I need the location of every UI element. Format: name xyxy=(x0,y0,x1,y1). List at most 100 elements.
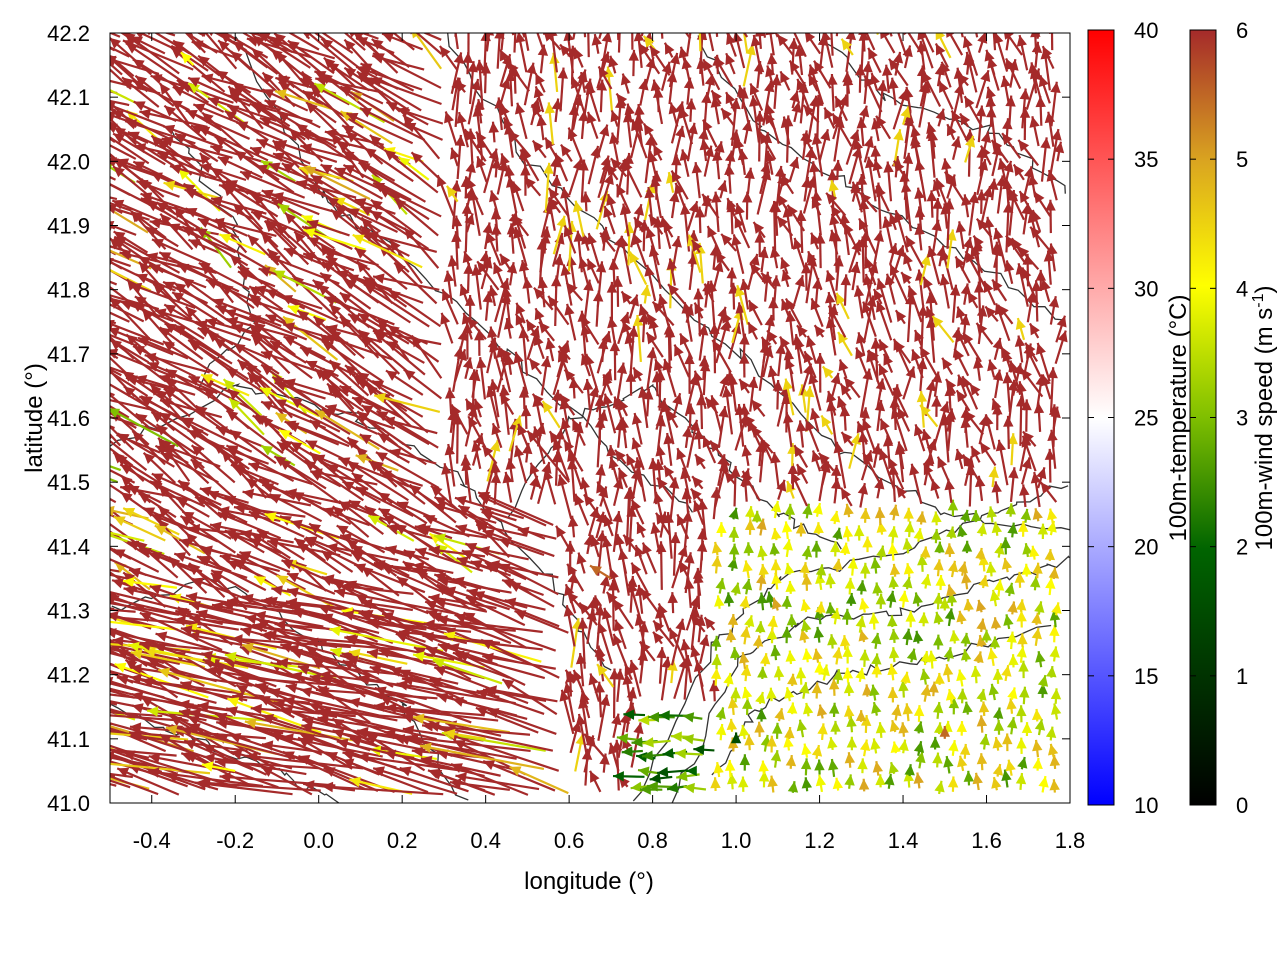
wind-vector-head xyxy=(112,199,125,210)
wind-vector xyxy=(110,62,123,76)
wind-vector xyxy=(136,33,177,51)
wind-vector-head xyxy=(423,515,436,525)
wind-vector-shaft xyxy=(211,298,282,328)
wind-vector-shaft xyxy=(110,408,179,448)
wind-vector xyxy=(464,213,475,233)
wind-vector xyxy=(123,585,234,613)
wind-vector-head xyxy=(412,561,425,573)
wind-vector xyxy=(385,369,424,396)
wind-vector-head xyxy=(201,650,214,661)
wind-vector-head xyxy=(158,667,171,678)
wind-vector xyxy=(323,248,379,267)
wind-vector-head xyxy=(462,251,473,264)
wind-vector xyxy=(110,483,133,501)
wind-vector xyxy=(110,779,131,789)
wind-vector-shaft xyxy=(110,370,149,397)
wind-vector-head xyxy=(275,75,288,86)
wind-vector-head xyxy=(459,284,470,297)
wind-vector-shaft xyxy=(314,409,380,451)
wind-vector-head xyxy=(134,296,147,307)
wind-vector xyxy=(195,609,268,633)
wind-vector-head xyxy=(262,89,275,99)
wind-vector-head xyxy=(237,359,250,371)
wind-vector-head xyxy=(261,364,274,376)
wind-vector-head xyxy=(434,496,447,507)
wind-vector xyxy=(274,140,338,163)
wind-vector-head xyxy=(207,490,220,501)
wind-vector-head xyxy=(261,400,274,411)
wind-vector-head xyxy=(275,412,288,424)
wind-vector-head xyxy=(199,778,211,789)
wind-vector-shaft xyxy=(227,104,297,141)
wind-vector xyxy=(155,423,205,469)
wind-vector-shaft xyxy=(130,651,206,669)
wind-vector xyxy=(451,231,462,270)
wind-vector-head xyxy=(450,180,462,192)
wind-vector-head xyxy=(463,263,474,275)
wind-vector xyxy=(217,155,263,179)
wind-vector xyxy=(347,313,399,344)
wind-vector-head xyxy=(261,740,274,751)
wind-vector-head xyxy=(371,39,384,50)
wind-vector-head xyxy=(206,279,219,289)
wind-vector xyxy=(464,398,482,428)
wind-vector-head xyxy=(189,614,201,625)
wind-vector-head xyxy=(300,143,313,154)
wind-vector-head xyxy=(474,59,486,71)
wind-vector-head xyxy=(230,464,243,474)
wind-vector xyxy=(326,542,399,562)
wind-vector-head xyxy=(356,37,369,47)
wind-vector-head xyxy=(368,515,381,526)
wind-vector-head xyxy=(187,430,200,440)
wind-vector-head xyxy=(258,266,271,277)
wind-vector-shaft xyxy=(110,689,135,699)
wind-vector-shaft xyxy=(370,77,442,106)
wind-vector xyxy=(110,280,118,286)
wind-vector-shaft xyxy=(185,594,298,616)
wind-vector-shaft xyxy=(244,720,356,742)
wind-vector-head xyxy=(371,461,384,472)
wind-vector xyxy=(321,33,354,54)
wind-vector xyxy=(444,443,456,487)
wind-vector-head xyxy=(215,305,228,315)
wind-vector-head xyxy=(163,281,176,292)
wind-vector-head xyxy=(346,539,359,551)
wind-vector-head xyxy=(123,572,135,584)
wind-vector-head xyxy=(115,455,128,466)
wind-vector xyxy=(302,734,410,775)
wind-vector xyxy=(403,368,443,400)
wind-vector-head xyxy=(128,641,140,653)
wind-vector-shaft xyxy=(372,767,458,795)
wind-vector-head xyxy=(153,283,165,295)
wind-vector xyxy=(207,96,277,122)
wind-vector-shaft xyxy=(125,42,191,88)
wind-vector-head xyxy=(482,291,493,303)
wind-vector-head xyxy=(144,352,157,363)
wind-vector-head xyxy=(249,538,262,549)
wind-vector-shaft xyxy=(185,109,251,140)
wind-vector xyxy=(110,101,165,128)
wind-vector-head xyxy=(451,231,462,243)
wind-vector-head xyxy=(149,481,162,491)
wind-vector xyxy=(203,744,268,776)
wind-vector xyxy=(385,340,425,364)
wind-vector-shaft xyxy=(116,648,180,681)
wind-vector-head xyxy=(184,189,197,199)
wind-vector-head xyxy=(283,322,296,333)
wind-vector-head xyxy=(301,722,313,733)
wind-vector-shaft xyxy=(110,620,179,631)
wind-vector-shaft xyxy=(217,511,282,540)
wind-vector-head xyxy=(233,41,245,52)
wind-vector xyxy=(110,662,151,679)
wind-vector-head xyxy=(415,569,428,580)
wind-vector-head xyxy=(203,745,216,755)
wind-vector xyxy=(339,501,395,524)
wind-vector-head xyxy=(349,33,356,38)
wind-vector xyxy=(357,329,413,376)
wind-vector-shaft xyxy=(359,33,379,40)
wind-vector-head xyxy=(173,40,185,52)
wind-vector-head xyxy=(394,262,406,274)
wind-vector-head xyxy=(388,290,401,301)
wind-vector xyxy=(110,285,131,304)
wind-vector-head xyxy=(134,143,147,154)
